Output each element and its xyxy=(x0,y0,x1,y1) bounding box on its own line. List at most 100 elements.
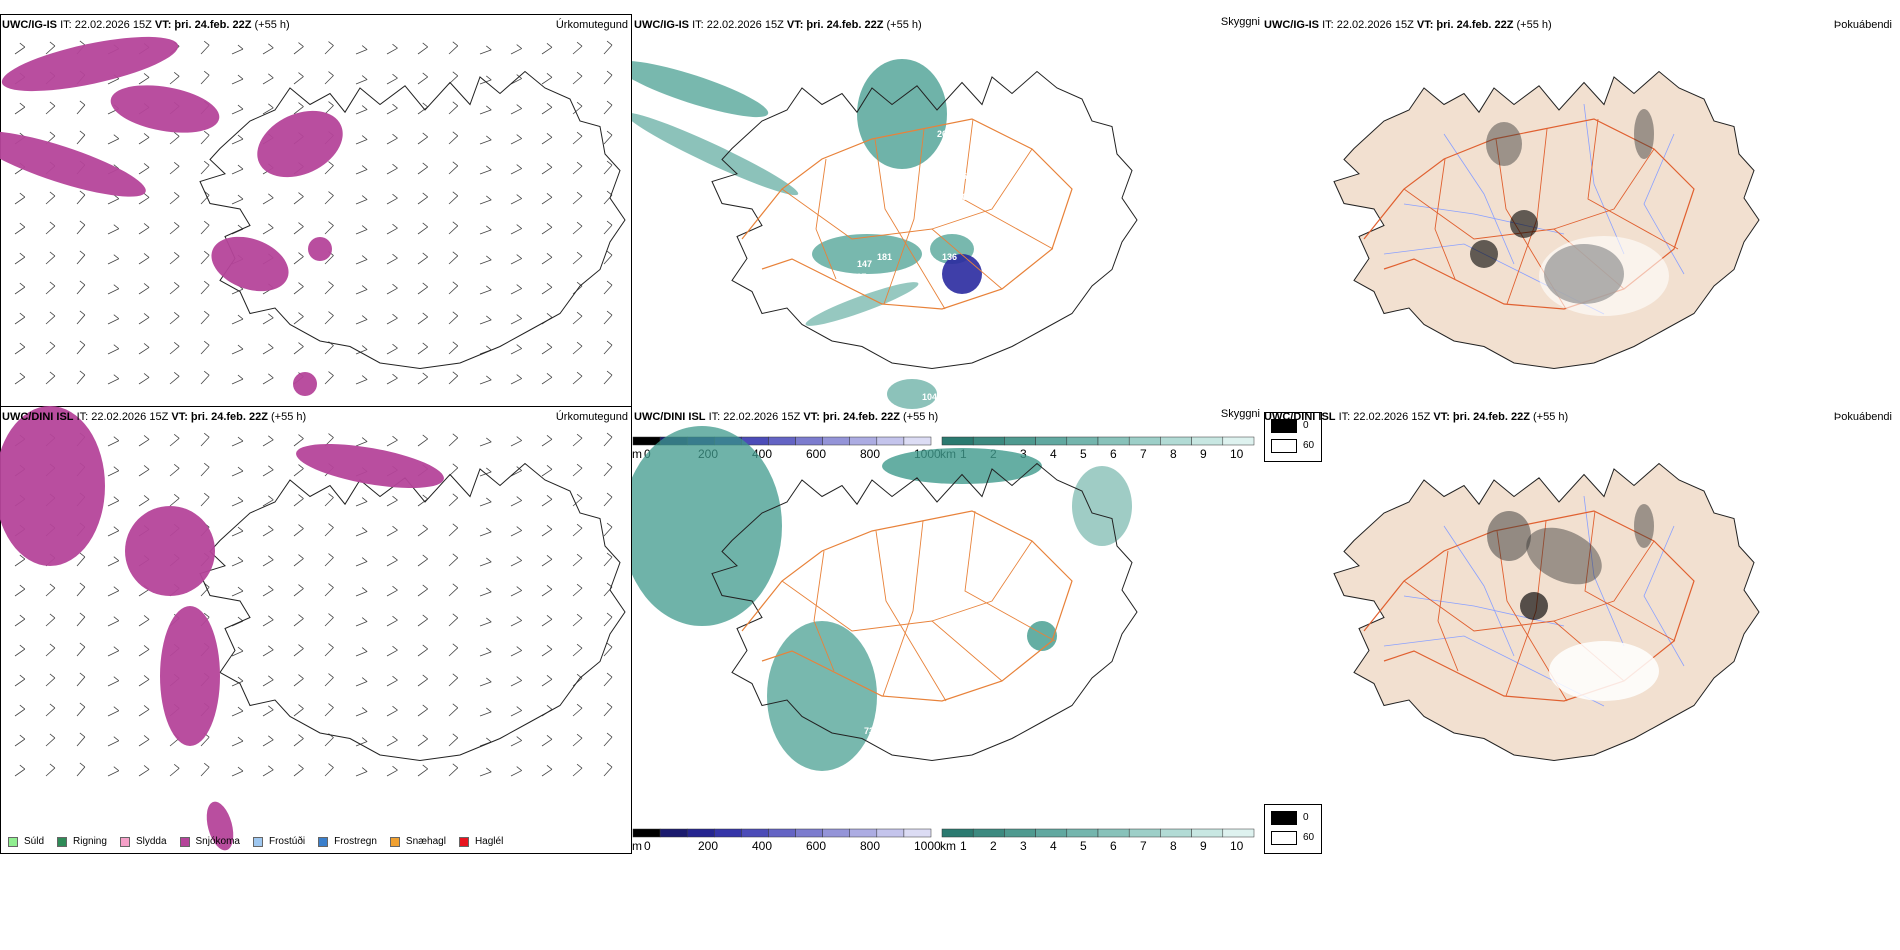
iceland-coastline xyxy=(712,464,1137,761)
iceland-coastline xyxy=(712,72,1137,369)
legend-label: Rigning xyxy=(73,836,107,847)
height-colorbar-bin xyxy=(903,436,932,446)
valid-time: þri. 24.feb. 22Z xyxy=(174,19,252,31)
visibility-panel: UWC/IG-IS IT: 22.02.2026 15Z VT: þri. 24… xyxy=(632,14,1264,462)
visibility-unit: km xyxy=(940,839,956,853)
visibility-tick: 2 xyxy=(990,839,997,853)
legend-súld: Súld xyxy=(8,836,44,847)
height-tick: 800 xyxy=(860,447,881,461)
valid-time-label: VT: xyxy=(171,411,188,423)
model-name: UWC/DINI ISL xyxy=(634,411,706,423)
lead-time: (+55 h) xyxy=(1516,19,1552,31)
snow-area xyxy=(110,85,220,133)
init-time: IT: 22.02.2026 15Z xyxy=(708,411,801,423)
peak-elevation-label: 104 xyxy=(922,392,938,402)
height-tick: 600 xyxy=(806,839,827,853)
visibility-tick: 6 xyxy=(1110,447,1117,461)
height-colorbar-bin xyxy=(741,828,769,838)
fog-indicator-low xyxy=(1486,122,1522,166)
height-colorbar-bin xyxy=(659,828,688,838)
lead-time: (+55 h) xyxy=(1533,411,1569,423)
snow-area xyxy=(308,237,332,261)
fog-legend-swatch xyxy=(1271,419,1297,433)
fog-legend: 0 60 xyxy=(1264,804,1322,854)
fog-indicator-low xyxy=(1520,592,1548,620)
precip-header: UWC/DINI ISL IT: 22.02.2026 15Z VT: þri.… xyxy=(2,411,306,423)
low-visibility-area xyxy=(882,448,1042,484)
peak-elevation-label: 94 xyxy=(1004,269,1015,279)
fog-map xyxy=(1264,406,1900,854)
height-colorbar-bin xyxy=(686,828,715,838)
visibility-header: UWC/DINI ISL IT: 22.02.2026 15Z VT: þri.… xyxy=(634,411,938,423)
iceland-coastline xyxy=(200,464,625,761)
valid-time-label: VT: xyxy=(1433,411,1450,423)
lead-time: (+55 h) xyxy=(254,19,290,31)
peak-elevation-label: 265 xyxy=(937,129,953,139)
fog-legend-label: 0 xyxy=(1303,420,1309,431)
snow-area xyxy=(125,506,215,596)
legend-label: Haglél xyxy=(474,836,504,847)
legend-label: Súld xyxy=(24,836,45,847)
precip-type-panel: UWC/DINI ISL IT: 22.02.2026 15Z VT: þri.… xyxy=(0,406,632,854)
fog-legend-label: 0 xyxy=(1303,812,1309,823)
lead-time: (+55 h) xyxy=(271,411,307,423)
valid-time-label: VT: xyxy=(786,19,804,31)
low-visibility-area xyxy=(812,234,922,274)
visibility-tick: 3 xyxy=(1020,447,1027,461)
snow-area xyxy=(206,801,234,851)
precip-header: UWC/IG-IS IT: 22.02.2026 15Z VT: þri. 24… xyxy=(2,19,290,31)
precip-title: Úrkomutegund xyxy=(555,411,628,423)
legend-swatch xyxy=(389,836,400,847)
visibility-tick: 10 xyxy=(1230,447,1244,461)
peak-elevation-label: 306 xyxy=(952,171,968,181)
fog-indicator-low xyxy=(1634,109,1654,159)
glacier-area xyxy=(1539,236,1669,316)
legend-swatch xyxy=(318,836,329,847)
precip-title: Úrkomutegund xyxy=(555,19,628,31)
fog-map xyxy=(1264,14,1900,462)
peak-elevation-label: 136 xyxy=(942,252,958,262)
height-colorbar-bin xyxy=(714,828,742,838)
visibility-colorbar-bin xyxy=(941,828,974,838)
snow-area xyxy=(1,36,179,92)
low-visibility-area xyxy=(632,60,769,118)
visibility-colorbar: km 1 2 3 4 5 6 7 8 9 10 xyxy=(940,828,1256,856)
visibility-tick: 3 xyxy=(1020,839,1027,853)
fog-header: UWC/IG-IS IT: 22.02.2026 15Z VT: þri. 24… xyxy=(1264,19,1552,31)
snow-area xyxy=(160,606,220,746)
legend-swatch xyxy=(57,836,68,847)
valid-time: þri. 24.feb. 22Z xyxy=(1452,411,1530,423)
height-unit: m xyxy=(632,839,642,853)
height-colorbar-bin xyxy=(795,828,823,838)
road-network xyxy=(741,118,1073,310)
precip-legend: Súld Rigning Slydda Snjókoma Frostúði Frostre… xyxy=(8,836,516,847)
precip-map xyxy=(0,406,632,854)
visibility-colorbar-bin xyxy=(1160,828,1192,838)
peak-elevation-label: 117 xyxy=(852,272,867,282)
visibility-title: Skyggni xyxy=(1220,408,1260,420)
visibility-colorbar-bin xyxy=(1128,828,1161,838)
fog-title: Þokuábendi xyxy=(1833,411,1892,423)
fog-legend: 0 60 xyxy=(1264,412,1322,462)
fog-indicator-low xyxy=(1526,527,1602,585)
valid-time-label: VT: xyxy=(154,19,172,31)
visibility-colorbar-bin xyxy=(1066,828,1099,838)
visibility-tick: 5 xyxy=(1080,447,1087,461)
low-visibility-area xyxy=(767,621,877,771)
snow-area xyxy=(296,444,444,488)
low-visibility-area xyxy=(857,59,947,169)
snow-area xyxy=(293,372,317,396)
model-name: UWC/IG-IS xyxy=(634,19,689,31)
valid-time: þri. 24.feb. 22Z xyxy=(822,411,900,423)
lead-time: (+55 h) xyxy=(903,411,939,423)
visibility-colorbar-strip xyxy=(941,436,1255,446)
visibility-tick: 10 xyxy=(1230,839,1244,853)
model-name: UWC/DINI ISL xyxy=(2,411,74,423)
legend-snæhagl: Snæhagl xyxy=(389,836,446,847)
visibility-tick: 8 xyxy=(1170,447,1177,461)
visibility-title: Skyggni xyxy=(1220,16,1260,28)
height-tick: 400 xyxy=(752,839,773,853)
snow-area xyxy=(211,236,289,292)
legend-snjókoma: Snjókoma xyxy=(179,836,240,847)
fog-header: UWC/DINI ISL IT: 22.02.2026 15Z VT: þri.… xyxy=(1264,411,1568,423)
